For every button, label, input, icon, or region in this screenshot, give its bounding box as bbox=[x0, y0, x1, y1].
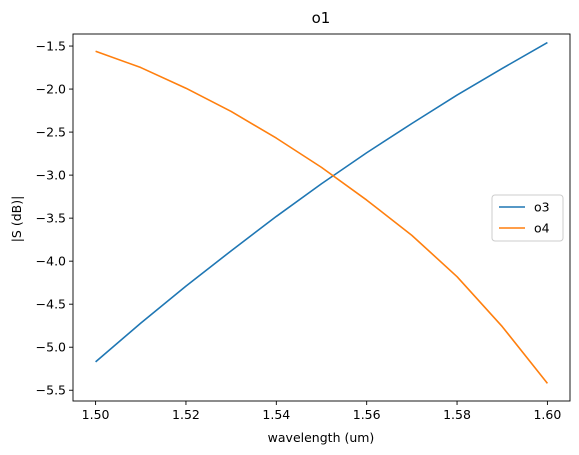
y-tick-label: −4.0 bbox=[36, 254, 66, 269]
legend-label-o4: o4 bbox=[534, 221, 550, 236]
y-tick-label: −2.5 bbox=[36, 125, 66, 140]
y-tick-label: −5.5 bbox=[36, 383, 66, 398]
y-tick-label: −2.0 bbox=[36, 82, 66, 97]
series-line-o4 bbox=[95, 50, 549, 384]
y-axis-title: |S (dB)| bbox=[9, 196, 24, 243]
x-tick-label: 1.52 bbox=[172, 407, 200, 422]
x-tick-label: 1.60 bbox=[533, 407, 561, 422]
y-tick-label: −1.5 bbox=[36, 39, 66, 54]
axes-frame bbox=[72, 33, 571, 402]
plot-area: 1.50 1.52 1.54 1.56 1.58 1.60 −1.5 −2.0 −2.5 −3.0… bbox=[36, 33, 571, 422]
chart-title: o1 bbox=[312, 9, 331, 27]
x-tick-label: 1.56 bbox=[353, 407, 381, 422]
y-tick-label: −5.0 bbox=[36, 340, 66, 355]
series-line-o3 bbox=[95, 41, 548, 363]
y-tick-label: −3.0 bbox=[36, 168, 66, 183]
x-tick-label: 1.50 bbox=[82, 407, 110, 422]
x-tick-label: 1.58 bbox=[443, 407, 471, 422]
legend-label-o3: o3 bbox=[534, 200, 550, 215]
y-tick-label: −4.5 bbox=[36, 297, 66, 312]
y-tick-label: −3.5 bbox=[36, 211, 66, 226]
legend-box bbox=[491, 194, 564, 242]
x-tick-label: 1.54 bbox=[262, 407, 290, 422]
x-axis-title: wavelength (um) bbox=[268, 430, 375, 445]
